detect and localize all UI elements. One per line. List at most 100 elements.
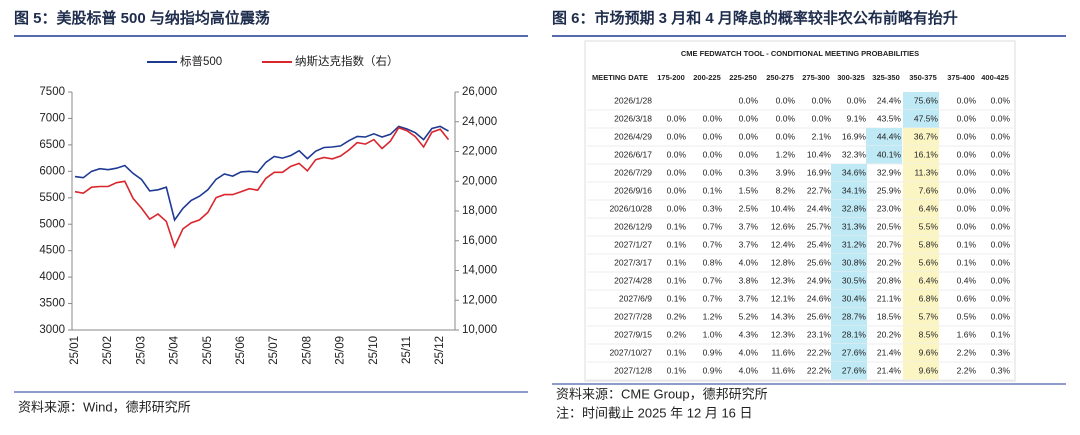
cell-highlight — [903, 146, 939, 164]
table-header: MEETING DATE — [592, 73, 648, 82]
note: 注：时间截止 2025 年 12 月 16 日 — [556, 405, 753, 420]
table-cell: 0.0% — [957, 131, 977, 141]
table-cell: 0.1% — [703, 185, 723, 195]
table-cell: 6.4% — [919, 203, 939, 213]
table-cell: 18.5% — [877, 311, 902, 321]
table-cell: 0.0% — [667, 113, 687, 123]
table-cell: 27.6% — [842, 365, 867, 375]
x-tick-label: 25/07 — [268, 336, 280, 365]
cell-highlight — [903, 200, 939, 218]
table-cell: 1.0% — [703, 329, 723, 339]
table-cell: 9.6% — [919, 347, 939, 357]
table-cell: 2027/1/27 — [614, 239, 652, 249]
table-cell: 2027/7/28 — [614, 311, 652, 321]
table-header: 400-425 — [981, 73, 1009, 82]
table-cell: 0.0% — [667, 149, 687, 159]
cell-highlight — [831, 344, 867, 362]
table-cell: 22.2% — [807, 347, 832, 357]
table-caption: CME FEDWATCH TOOL - CONDITIONAL MEETING … — [681, 49, 919, 58]
table-cell: 31.2% — [842, 239, 867, 249]
table-cell: 7.6% — [919, 185, 939, 195]
cell-highlight — [831, 236, 867, 254]
table-cell: 0.2% — [667, 311, 687, 321]
x-tick-label: 25/01 — [69, 336, 81, 365]
table-cell: 32.9% — [877, 167, 902, 177]
table-cell: 0.0% — [812, 113, 832, 123]
table-cell: 30.4% — [842, 293, 867, 303]
cell-highlight — [903, 92, 939, 110]
table-cell: 0.0% — [776, 95, 796, 105]
cell-highlight — [903, 362, 939, 380]
y-tick-label: 6500 — [39, 139, 65, 151]
table-cell: 22.7% — [807, 185, 832, 195]
table-cell: 25.6% — [807, 311, 832, 321]
cell-highlight — [866, 146, 902, 164]
x-tick-label: 25/12 — [434, 336, 446, 365]
cell-highlight — [866, 128, 902, 146]
table-cell: 12.4% — [771, 239, 796, 249]
x-tick-label: 25/08 — [301, 336, 313, 365]
table-cell: 0.0% — [667, 131, 687, 141]
table-cell: 2.2% — [957, 365, 977, 375]
cell-highlight — [831, 200, 867, 218]
y2-tick-label: 24,000 — [462, 116, 497, 128]
table-cell: 12.6% — [771, 221, 796, 231]
table-cell: 6.8% — [919, 293, 939, 303]
table-cell: 8.5% — [919, 329, 939, 339]
table-frame — [584, 40, 1016, 382]
table-cell: 23.1% — [807, 329, 832, 339]
table-header: 250-275 — [766, 73, 794, 82]
y-tick-label: 4500 — [39, 245, 65, 257]
table-cell: 0.0% — [957, 167, 977, 177]
table-cell: 20.7% — [877, 239, 902, 249]
table-cell: 0.9% — [703, 365, 723, 375]
table-cell: 2026/7/29 — [614, 167, 652, 177]
legend-label: 纳斯达克指数（右） — [295, 54, 399, 68]
y2-tick-label: 26,000 — [462, 86, 497, 98]
table-cell: 12.1% — [771, 293, 796, 303]
cell-highlight — [903, 290, 939, 308]
table-cell: 0.7% — [703, 293, 723, 303]
table-header: 225-250 — [729, 73, 757, 82]
table-header: 350-375 — [909, 73, 937, 82]
table-cell: 0.7% — [703, 239, 723, 249]
table-cell: 47.5% — [914, 113, 939, 123]
table-cell: 0.0% — [667, 185, 687, 195]
table-cell: 34.6% — [842, 167, 867, 177]
cell-highlight — [903, 164, 939, 182]
x-tick-label: 25/05 — [202, 336, 214, 365]
table-cell: 16.9% — [842, 131, 867, 141]
table-cell: 2027/4/28 — [614, 275, 652, 285]
cell-highlight — [903, 110, 939, 128]
table-cell: 16.1% — [914, 149, 939, 159]
table-cell: 0.7% — [703, 221, 723, 231]
table-cell: 40.1% — [877, 149, 902, 159]
table-cell: 30.8% — [842, 257, 867, 267]
table-cell: 25.7% — [807, 221, 832, 231]
table-cell: 2026/6/17 — [614, 149, 652, 159]
table-cell: 5.2% — [739, 311, 759, 321]
cell-highlight — [903, 326, 939, 344]
y2-tick-label: 20,000 — [462, 175, 497, 187]
table-cell: 0.3% — [991, 365, 1011, 375]
table-header: 175-200 — [657, 73, 685, 82]
cell-highlight — [831, 164, 867, 182]
table-cell: 24.4% — [877, 95, 902, 105]
table-cell: 0.1% — [667, 239, 687, 249]
cell-highlight — [903, 308, 939, 326]
y-tick-label: 3500 — [39, 298, 65, 310]
x-tick-label: 25/02 — [102, 336, 114, 365]
y2-tick-label: 10,000 — [462, 324, 497, 336]
y-tick-label: 7000 — [39, 112, 65, 124]
cell-highlight — [831, 218, 867, 236]
table-cell: 2027/9/15 — [614, 329, 652, 339]
table-cell: 11.6% — [772, 347, 796, 357]
table-cell: 0.0% — [991, 257, 1011, 267]
table-cell: 22.2% — [807, 365, 832, 375]
table-cell: 2027/3/17 — [614, 257, 652, 267]
table-cell: 44.4% — [877, 131, 902, 141]
table-cell: 2.5% — [739, 203, 759, 213]
table-cell: 12.3% — [771, 329, 796, 339]
y-tick-label: 5000 — [39, 218, 65, 230]
table-cell: 0.1% — [667, 275, 687, 285]
